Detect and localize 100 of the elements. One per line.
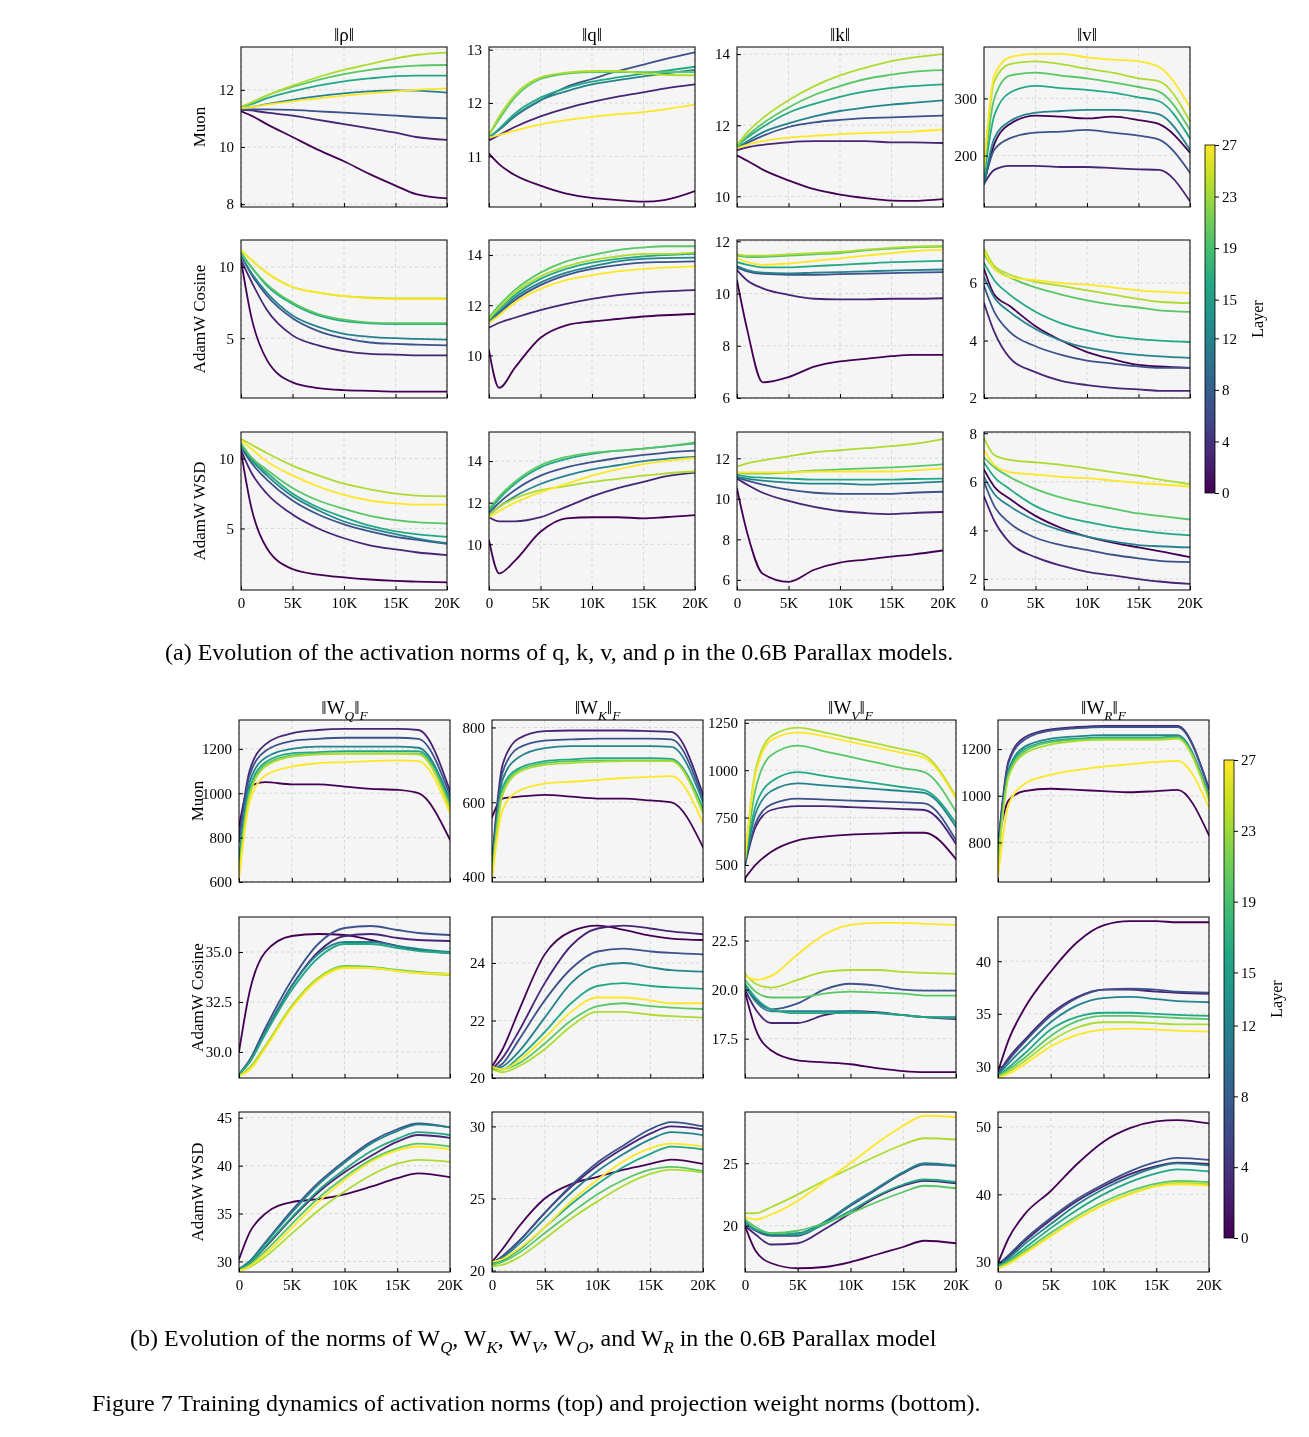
y-axis-title: AdamW Cosine bbox=[188, 943, 207, 1052]
x-tick-label: 5K bbox=[531, 594, 551, 611]
y-tick-label: 12 bbox=[467, 494, 482, 511]
chart-title: ‖W$_{Q}$‖$_{F}$ bbox=[321, 697, 369, 723]
y-tick-label: 10 bbox=[219, 139, 234, 156]
color-bar-label: 0 bbox=[1241, 1230, 1249, 1247]
y-tick-label: 8 bbox=[722, 531, 730, 548]
color-bar-label: 19 bbox=[1241, 893, 1256, 910]
y-tick-label: 35.0 bbox=[205, 944, 232, 961]
y-tick-label: 6 bbox=[969, 275, 978, 292]
y-tick-label: 500 bbox=[715, 857, 738, 874]
y-tick-label: 12 bbox=[219, 82, 234, 99]
y-tick-label: 35 bbox=[976, 1006, 991, 1023]
chart-title: ‖W$_{R}$‖$_{F}$ bbox=[1081, 697, 1127, 723]
chart-title: ‖k‖ bbox=[829, 24, 851, 45]
y-tick-label: 17.5 bbox=[711, 1031, 738, 1048]
y-tick-label: 40 bbox=[976, 953, 991, 970]
y-tick-label: 20.0 bbox=[711, 981, 738, 998]
y-axis-title: AdamW WSD bbox=[188, 1142, 207, 1242]
x-tick-label: 0 bbox=[237, 594, 246, 611]
y-tick-label: 25 bbox=[470, 1190, 485, 1207]
y-axis-title: AdamW Cosine bbox=[190, 264, 209, 374]
y-tick-label: 50 bbox=[976, 1119, 991, 1136]
color-bar-label: 23 bbox=[1241, 823, 1256, 840]
y-tick-label: 30 bbox=[470, 1118, 485, 1135]
y-tick-label: 6 bbox=[722, 390, 731, 407]
y-tick-label: 32.5 bbox=[205, 994, 232, 1011]
y-tick-label: 12 bbox=[467, 95, 482, 112]
x-tick-label: 5K bbox=[1042, 1276, 1061, 1293]
x-tick-label: 0 bbox=[741, 1276, 750, 1293]
x-tick-label: 20K bbox=[943, 1276, 970, 1293]
color-bar-label: 12 bbox=[1241, 1017, 1256, 1034]
y-tick-label: 1250 bbox=[708, 715, 738, 732]
y-tick-label: 20 bbox=[470, 1262, 485, 1279]
y-tick-label: 10 bbox=[219, 450, 234, 467]
y-tick-label: 10 bbox=[467, 347, 482, 364]
y-tick-label: 12 bbox=[715, 117, 730, 134]
y-tick-label: 14 bbox=[467, 453, 483, 470]
y-tick-label: 800 bbox=[209, 829, 232, 846]
y-tick-label: 14 bbox=[467, 247, 483, 264]
y-tick-label: 2 bbox=[969, 571, 977, 588]
color-bar-label: 12 bbox=[1222, 330, 1237, 347]
x-tick-label: 0 bbox=[485, 594, 494, 611]
x-tick-label: 15K bbox=[383, 594, 410, 611]
y-tick-label: 22 bbox=[470, 1012, 485, 1029]
y-tick-label: 20 bbox=[723, 1218, 738, 1235]
color-bar-label: 19 bbox=[1222, 240, 1237, 257]
color-bar-title: Layer bbox=[1268, 979, 1286, 1018]
x-tick-label: 5K bbox=[1026, 594, 1046, 611]
y-tick-label: 200 bbox=[954, 147, 977, 164]
y-tick-label: 8 bbox=[969, 425, 977, 442]
y-tick-label: 14 bbox=[715, 46, 731, 63]
y-tick-label: 10 bbox=[715, 491, 730, 508]
x-tick-label: 10K bbox=[579, 594, 606, 611]
y-axis-title: AdamW WSD bbox=[190, 461, 209, 561]
x-tick-label: 20K bbox=[434, 594, 461, 611]
color-bar-label: 8 bbox=[1241, 1088, 1249, 1105]
chart-title: ‖W$_{V}$‖$_{F}$ bbox=[828, 697, 874, 723]
chart-title: ‖W$_{K}$‖$_{F}$ bbox=[574, 697, 622, 723]
y-tick-label: 40 bbox=[976, 1186, 991, 1203]
y-tick-label: 1200 bbox=[961, 741, 991, 758]
chart-title: ‖q‖ bbox=[581, 24, 603, 45]
x-tick-label: 15K bbox=[890, 1276, 917, 1293]
x-tick-label: 20K bbox=[1177, 594, 1204, 611]
y-tick-label: 10 bbox=[219, 259, 234, 276]
x-tick-label: 15K bbox=[637, 1276, 664, 1293]
y-tick-label: 10 bbox=[715, 188, 730, 205]
x-tick-label: 0 bbox=[733, 594, 742, 611]
y-tick-label: 12 bbox=[715, 233, 730, 250]
color-bar-label: 0 bbox=[1222, 485, 1230, 502]
x-tick-label: 10K bbox=[1074, 594, 1101, 611]
x-tick-label: 15K bbox=[631, 594, 658, 611]
y-tick-label: 35 bbox=[217, 1205, 232, 1222]
y-tick-label: 10 bbox=[467, 536, 482, 553]
y-tick-label: 40 bbox=[217, 1157, 232, 1174]
x-tick-label: 0 bbox=[488, 1276, 497, 1293]
y-tick-label: 13 bbox=[467, 41, 482, 58]
y-tick-label: 22.5 bbox=[711, 932, 738, 949]
color-bar-label: 27 bbox=[1241, 752, 1257, 769]
x-tick-label: 10K bbox=[838, 1276, 865, 1293]
y-tick-label: 4 bbox=[969, 522, 978, 539]
x-tick-label: 5K bbox=[283, 1276, 302, 1293]
y-tick-label: 30 bbox=[217, 1253, 232, 1270]
y-tick-label: 1000 bbox=[961, 788, 991, 805]
y-tick-label: 20 bbox=[470, 1070, 485, 1087]
y-tick-label: 6 bbox=[969, 474, 978, 491]
y-tick-label: 24 bbox=[470, 955, 486, 972]
y-tick-label: 30 bbox=[976, 1058, 991, 1075]
caption: Figure 7 Training dynamics of activation norms (top) and projection weight norms (bottom). bbox=[92, 1390, 981, 1416]
y-tick-label: 12 bbox=[467, 297, 482, 314]
y-tick-label: 8 bbox=[226, 196, 234, 213]
y-tick-label: 30.0 bbox=[205, 1044, 232, 1061]
y-tick-label: 600 bbox=[462, 794, 485, 811]
y-tick-label: 400 bbox=[462, 869, 485, 886]
x-tick-label: 20K bbox=[690, 1276, 717, 1293]
color-bar-label: 8 bbox=[1222, 382, 1230, 399]
x-tick-label: 10K bbox=[827, 594, 854, 611]
x-tick-label: 20K bbox=[1196, 1276, 1223, 1293]
text: (a) Evolution of the activation norms of q, k, v, and ρ in the 0.6B Parallax models. bbox=[165, 639, 954, 665]
x-tick-label: 0 bbox=[980, 594, 989, 611]
